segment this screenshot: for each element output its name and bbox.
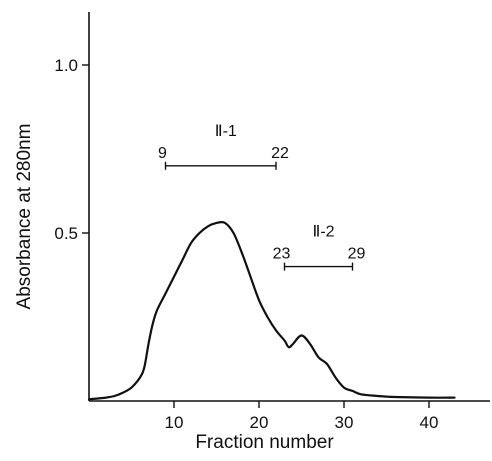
- x-tick-label: 20: [250, 413, 269, 432]
- y-tick-label: 1.0: [54, 56, 78, 75]
- range-name-label: Ⅱ-2: [312, 224, 334, 241]
- range-end-label: 22: [271, 145, 289, 162]
- annotations: 9 22 Ⅱ-1 23 29 Ⅱ-2: [158, 123, 366, 271]
- y-ticks: 0.5 1.0: [54, 56, 89, 243]
- fraction-range-2: 23 29 Ⅱ-2: [273, 224, 366, 271]
- fraction-range-1: 9 22 Ⅱ-1: [158, 123, 289, 170]
- series-group: [87, 220, 456, 401]
- range-end-label: 29: [348, 246, 366, 263]
- x-tick-label: 40: [420, 413, 439, 432]
- range-start-label: 23: [273, 246, 291, 263]
- axes: [88, 12, 490, 402]
- x-tick-label: 10: [165, 413, 184, 432]
- y-axis-title: Absorbance at 280nm: [14, 124, 35, 310]
- y-tick-label: 0.5: [54, 224, 78, 243]
- absorbance-curve: [87, 220, 456, 401]
- x-axis-title: Fraction number: [195, 432, 334, 453]
- range-name-label: Ⅱ-1: [215, 123, 237, 140]
- range-start-label: 9: [158, 145, 167, 162]
- x-tick-label: 30: [335, 413, 354, 432]
- x-ticks: 10 20 30 40: [165, 401, 439, 432]
